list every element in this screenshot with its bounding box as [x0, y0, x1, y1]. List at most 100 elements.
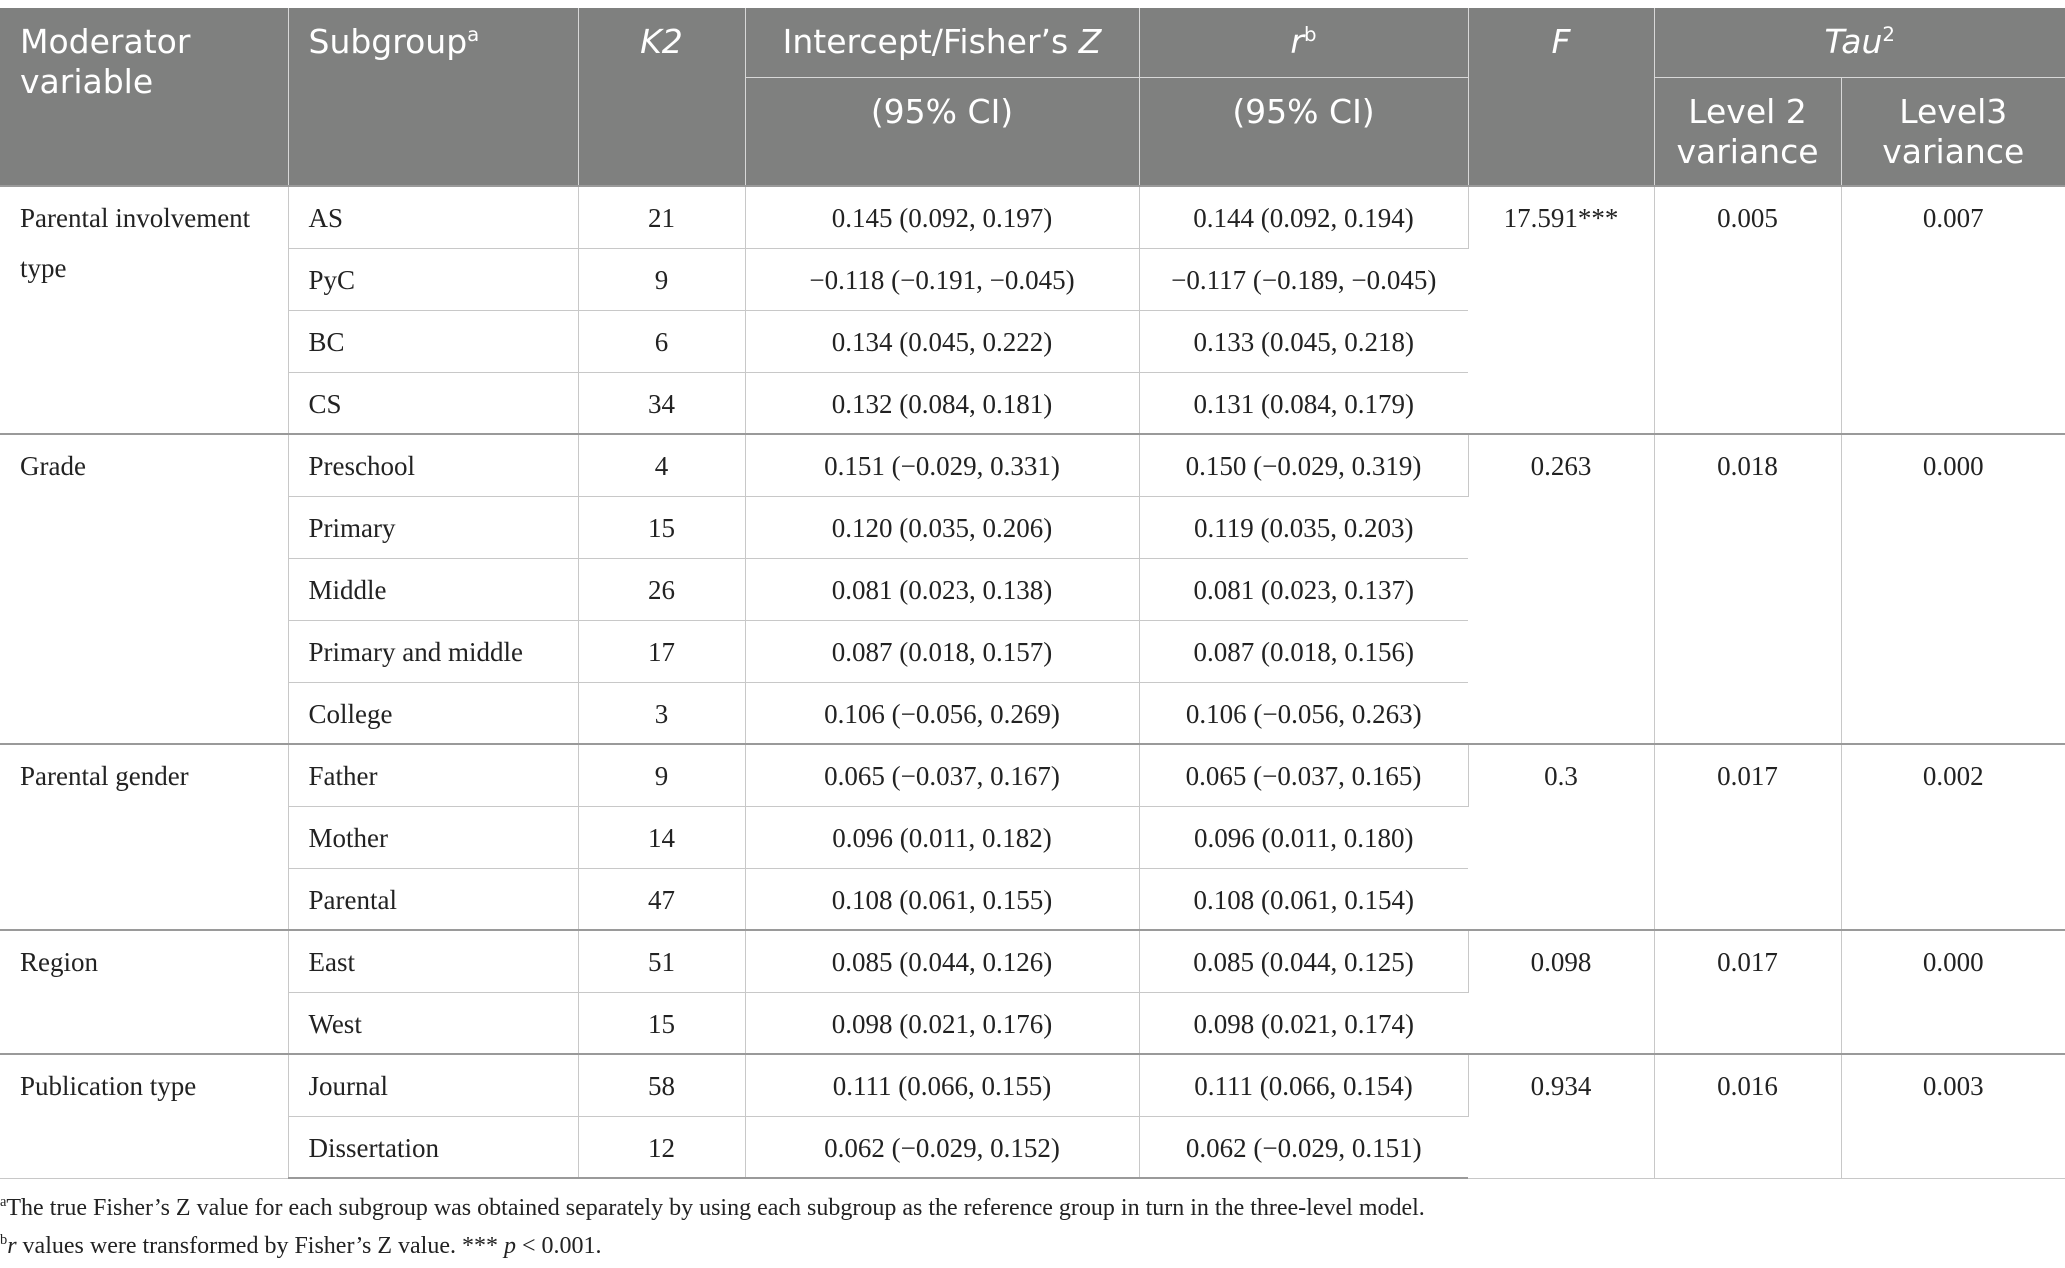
- moderator-analysis-table: Moderator variable Subgroupa K2 Intercep…: [0, 8, 2065, 1179]
- cell-k2: 34: [578, 372, 746, 435]
- cell-moderator: Publication type: [0, 1053, 289, 1179]
- cell-k2: 58: [578, 1053, 746, 1117]
- cell-k2: 26: [578, 558, 746, 621]
- cell-r-ci: 0.111 (0.066, 0.154): [1139, 1053, 1469, 1117]
- table-header: Moderator variable Subgroupa K2 Intercep…: [0, 8, 2065, 187]
- cell-fisher-z-ci: −0.118 (−0.191, −0.045): [745, 248, 1140, 311]
- cell-k2: 51: [578, 929, 746, 993]
- header-r-ci: (95% CI): [1139, 77, 1469, 187]
- cell-r-ci: 0.144 (0.092, 0.194): [1139, 185, 1469, 249]
- cell-level3-variance: 0.007: [1841, 185, 2065, 435]
- cell-subgroup: West: [288, 992, 579, 1055]
- cell-subgroup: Mother: [288, 806, 579, 869]
- cell-r-ci: 0.150 (−0.029, 0.319): [1139, 433, 1469, 497]
- cell-k2: 4: [578, 433, 746, 497]
- cell-level2-variance: 0.018: [1654, 433, 1842, 745]
- cell-f: 0.934: [1468, 1053, 1655, 1179]
- header-f: F: [1468, 8, 1655, 187]
- header-level2-variance: Level 2 variance: [1654, 77, 1842, 187]
- header-subgroup: Subgroupa: [288, 8, 579, 187]
- cell-level2-variance: 0.017: [1654, 743, 1842, 931]
- cell-subgroup: Journal: [288, 1053, 579, 1117]
- table-row: Mother 14 0.096 (0.011, 0.182) 0.096 (0.011…: [0, 806, 2065, 869]
- cell-fisher-z-ci: 0.120 (0.035, 0.206): [745, 496, 1140, 559]
- cell-f: 0.3: [1468, 743, 1655, 931]
- cell-fisher-z-ci: 0.081 (0.023, 0.138): [745, 558, 1140, 621]
- table-row: Dissertation 12 0.062 (−0.029, 0.152) 0.062…: [0, 1116, 2065, 1179]
- cell-fisher-z-ci: 0.134 (0.045, 0.222): [745, 310, 1140, 373]
- header-intercept: Intercept/Fisher’s Z: [745, 8, 1140, 78]
- table-row: Primary and middle 17 0.087 (0.018, 0.157)…: [0, 620, 2065, 683]
- table-row: Primary 15 0.120 (0.035, 0.206) 0.119 (0.03…: [0, 496, 2065, 559]
- cell-fisher-z-ci: 0.145 (0.092, 0.197): [745, 185, 1140, 249]
- cell-k2: 15: [578, 496, 746, 559]
- cell-fisher-z-ci: 0.096 (0.011, 0.182): [745, 806, 1140, 869]
- cell-r-ci: 0.106 (−0.056, 0.263): [1139, 682, 1468, 745]
- cell-subgroup: Father: [288, 743, 579, 807]
- cell-r-ci: 0.098 (0.021, 0.174): [1139, 992, 1468, 1055]
- cell-fisher-z-ci: 0.151 (−0.029, 0.331): [745, 433, 1140, 497]
- cell-fisher-z-ci: 0.065 (−0.037, 0.167): [745, 743, 1140, 807]
- cell-subgroup: Preschool: [288, 433, 579, 497]
- cell-r-ci: 0.108 (0.061, 0.154): [1139, 868, 1468, 931]
- header-intercept-ci: (95% CI): [745, 77, 1140, 187]
- header-level3-variance: Level3 variance: [1841, 77, 2065, 187]
- cell-fisher-z-ci: 0.111 (0.066, 0.155): [745, 1053, 1140, 1117]
- cell-k2: 3: [578, 682, 746, 745]
- cell-r-ci: 0.133 (0.045, 0.218): [1139, 310, 1468, 373]
- cell-subgroup: East: [288, 929, 579, 993]
- cell-r-ci: −0.117 (−0.189, −0.045): [1139, 248, 1468, 311]
- cell-fisher-z-ci: 0.062 (−0.029, 0.152): [745, 1116, 1140, 1179]
- cell-level3-variance: 0.000: [1841, 929, 2065, 1055]
- cell-moderator: Parental involvement type: [0, 185, 289, 435]
- cell-k2: 9: [578, 743, 746, 807]
- cell-subgroup: Parental: [288, 868, 579, 931]
- cell-fisher-z-ci: 0.132 (0.084, 0.181): [745, 372, 1140, 435]
- table-footnotes: aThe true Fisher’s Z value for each subg…: [0, 1179, 2065, 1265]
- cell-k2: 6: [578, 310, 746, 373]
- cell-subgroup: PyC: [288, 248, 579, 311]
- cell-fisher-z-ci: 0.106 (−0.056, 0.269): [745, 682, 1140, 745]
- cell-f: 17.591***: [1468, 185, 1655, 435]
- cell-r-ci: 0.119 (0.035, 0.203): [1139, 496, 1468, 559]
- cell-k2: 12: [578, 1116, 746, 1179]
- cell-r-ci: 0.096 (0.011, 0.180): [1139, 806, 1468, 869]
- cell-subgroup: Primary: [288, 496, 579, 559]
- cell-moderator: Parental gender: [0, 743, 289, 931]
- header-moderator-variable: Moderator variable: [0, 8, 289, 187]
- cell-k2: 21: [578, 185, 746, 249]
- cell-subgroup: CS: [288, 372, 579, 435]
- table-row: Publication type Journal 58 0.111 (0.066, 0…: [0, 1053, 2065, 1179]
- header-tau: Tau2: [1654, 8, 2065, 78]
- cell-f: 0.263: [1468, 433, 1655, 745]
- cell-r-ci: 0.087 (0.018, 0.156): [1139, 620, 1468, 683]
- cell-k2: 14: [578, 806, 746, 869]
- cell-subgroup: AS: [288, 185, 579, 249]
- cell-k2: 47: [578, 868, 746, 931]
- header-r: rb: [1139, 8, 1469, 78]
- cell-k2: 9: [578, 248, 746, 311]
- cell-subgroup: Primary and middle: [288, 620, 579, 683]
- cell-fisher-z-ci: 0.087 (0.018, 0.157): [745, 620, 1140, 683]
- cell-fisher-z-ci: 0.108 (0.061, 0.155): [745, 868, 1140, 931]
- cell-subgroup: Dissertation: [288, 1116, 579, 1179]
- table-container: Moderator variable Subgroupa K2 Intercep…: [0, 8, 2065, 1265]
- cell-r-ci: 0.081 (0.023, 0.137): [1139, 558, 1468, 621]
- cell-level2-variance: 0.005: [1654, 185, 1842, 435]
- cell-moderator: Region: [0, 929, 289, 1055]
- footnote-b: br values were transformed by Fisher’s Z…: [0, 1232, 602, 1259]
- table-row: Grade Preschool 4 0.151 (−0.029, 0.331) 0.15…: [0, 433, 2065, 745]
- cell-level3-variance: 0.000: [1841, 433, 2065, 745]
- cell-r-ci: 0.085 (0.044, 0.125): [1139, 929, 1469, 993]
- cell-level3-variance: 0.002: [1841, 743, 2065, 931]
- table-row: Middle 26 0.081 (0.023, 0.138) 0.081 (0.023…: [0, 558, 2065, 621]
- table-row: College 3 0.106 (−0.056, 0.269) 0.106 (−0.0…: [0, 682, 2065, 745]
- cell-r-ci: 0.062 (−0.029, 0.151): [1139, 1116, 1468, 1179]
- cell-r-ci: 0.065 (−0.037, 0.165): [1139, 743, 1469, 807]
- cell-subgroup: College: [288, 682, 579, 745]
- table-row: Region East 51 0.085 (0.044, 0.126) 0.085 (0…: [0, 929, 2065, 1055]
- table-body: Parental involvement type AS 21 0.145 (0.09…: [0, 185, 2065, 1179]
- footnote-a: aThe true Fisher’s Z value for each subg…: [0, 1194, 1425, 1221]
- cell-level2-variance: 0.016: [1654, 1053, 1842, 1179]
- cell-k2: 17: [578, 620, 746, 683]
